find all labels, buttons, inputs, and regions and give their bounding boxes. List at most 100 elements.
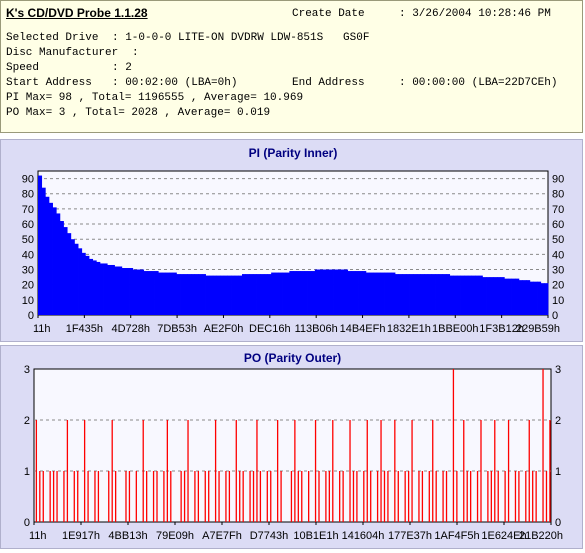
pi-bar [227,275,232,315]
pi-bar [223,275,228,315]
pi-bar [271,272,276,315]
pi-bar [121,268,126,315]
create-date-value: : 3/26/2004 10:28:46 PM [399,8,551,20]
po-bar [463,420,465,522]
po-bar [49,471,51,522]
pi-bar [216,275,221,315]
po-xtick-label: 1E917h [62,530,100,542]
pi-bar [442,274,447,315]
po-bar [308,471,310,522]
po-bar [56,471,58,522]
po-bar [97,471,100,522]
po-bar [180,471,182,522]
po-bar [383,471,386,522]
po-bar [339,471,341,522]
pi-xtick-label: AE2F0h [204,323,244,335]
pi-bar [453,275,458,315]
pi-bar [172,272,177,315]
pi-xtick-label: 11h [33,323,51,335]
po-ytick-left: 2 [24,415,30,427]
po-bar [297,471,299,522]
pi-bar [456,275,461,315]
pi-bar [245,274,250,315]
po-bar [228,471,231,522]
pi-bar [362,271,367,315]
pi-bar [497,277,502,315]
pi-ytick-right: 0 [552,310,558,322]
selected-drive-value: : 1-0-0-0 LITE-ON DVDRW LDW-851S GS0F [112,32,370,44]
start-address-label: Start Address [6,77,92,89]
pi-bar [187,274,192,315]
pi-bar [147,271,152,315]
pi-ytick-left: 20 [22,280,34,292]
po-bar [407,471,410,522]
po-bar [52,471,55,522]
pi-ytick-left: 60 [22,219,34,231]
pi-bar [209,275,214,315]
po-bar [535,471,537,522]
pi-ytick-left: 10 [22,295,34,307]
po-bar [325,471,327,522]
po-bar [197,471,200,522]
po-ytick-left: 0 [24,517,30,529]
po-bar [39,471,41,522]
po-xtick-label: 1E624Eh [481,530,526,542]
po-bar [63,471,65,522]
pi-bar [518,280,523,315]
pi-summary: PI Max= 98 , Total= 1196555 , Average= 1… [6,92,304,104]
speed-value: : 2 [112,62,132,74]
po-bar [514,471,517,522]
po-bar [204,471,206,522]
po-bar [418,471,420,522]
po-bar [114,471,117,522]
po-bar [487,471,489,522]
pi-bar [263,274,268,315]
pi-ytick-right: 80 [552,189,564,201]
pi-bar [522,280,527,315]
pi-bar [114,266,119,315]
pi-bar [409,274,414,315]
po-bar [256,420,258,522]
pi-bar [129,268,134,315]
pi-bar [99,263,104,315]
pi-bar [169,272,174,315]
po-bar [428,471,430,522]
disc-manufacturer-label: Disc Manufacturer [6,47,119,59]
po-bar [380,420,382,522]
po-bar [452,369,455,522]
po-bar [356,471,358,522]
pi-bar [118,266,123,315]
pi-xtick-label: 1F3B12h [479,323,524,335]
pi-bar [471,275,476,315]
po-bar [301,471,303,522]
po-bar [411,420,413,522]
po-bar [528,420,530,522]
po-bar [545,471,548,522]
po-bar [294,420,296,522]
pi-bar [376,272,381,315]
po-bar [370,471,372,522]
po-bar [397,471,399,522]
pi-bar [344,269,349,315]
pi-bar [529,281,534,315]
pi-bar [296,271,301,315]
po-chart-panel: PO (Parity Outer) 0 0 1 1 2 2 3 3 11h 1E917h 4BB13h… [0,345,583,549]
pi-bar [48,202,53,315]
po-xtick-label: 1AF4F5h [434,530,479,542]
pi-xtick-label: 229B59h [516,323,560,335]
pi-bar [340,269,345,315]
pi-bar [41,187,46,315]
pi-bar [143,271,148,315]
pi-bar [358,271,363,315]
pi-bar [322,269,327,315]
po-bar [494,420,496,522]
pi-bar [537,281,542,315]
po-bar [476,471,479,522]
pi-bar [165,272,170,315]
pi-ytick-left: 90 [22,174,34,186]
po-bar [349,420,351,522]
po-bar [87,471,89,522]
po-bar [125,471,127,522]
pi-bar [158,272,163,315]
pi-bar [140,269,145,315]
